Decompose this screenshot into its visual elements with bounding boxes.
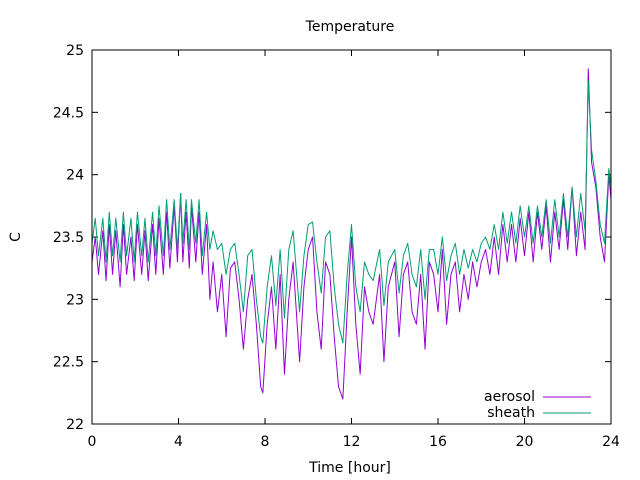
x-axis-label: Time [hour]: [308, 460, 391, 476]
x-tick-label: 0: [88, 434, 97, 450]
x-tick-label: 20: [516, 434, 534, 450]
series-layer: [91, 68, 612, 400]
plot-border: [91, 49, 612, 425]
legend-label-sheath: sheath: [487, 405, 535, 421]
y-tick-label: 24.5: [53, 105, 84, 121]
legend: aerosol sheath: [484, 389, 591, 421]
x-tick-label: 4: [174, 434, 183, 450]
y-axis-label: C: [8, 232, 24, 242]
x-axis-ticks: 0 4 8 12 16 20 24: [88, 50, 620, 450]
y-tick-label: 22: [66, 417, 84, 433]
series-line-sheath: [91, 80, 612, 344]
x-tick-label: 16: [429, 434, 447, 450]
y-tick-label: 23.5: [53, 230, 84, 246]
y-tick-label: 25: [66, 43, 84, 59]
x-tick-label: 12: [343, 434, 361, 450]
y-tick-label: 23: [66, 292, 84, 308]
x-tick-label: 8: [261, 434, 270, 450]
y-tick-label: 22.5: [53, 355, 84, 371]
legend-label-aerosol: aerosol: [484, 389, 535, 405]
y-tick-label: 24: [66, 168, 84, 184]
series-line-aerosol: [91, 68, 612, 400]
x-tick-label: 24: [602, 434, 620, 450]
chart-title: Temperature: [305, 19, 395, 35]
